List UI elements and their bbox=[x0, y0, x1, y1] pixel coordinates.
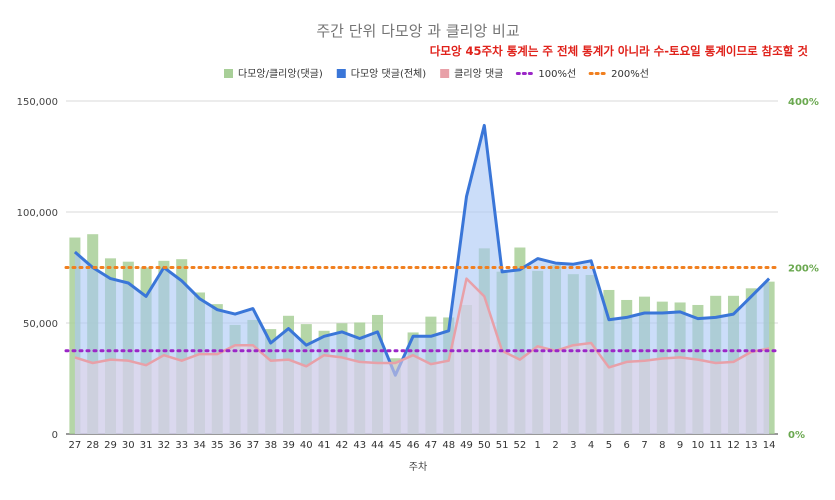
x-tick-label: 12 bbox=[727, 440, 740, 451]
x-tick-label: 35 bbox=[211, 440, 224, 451]
legend-label: 100%선 bbox=[538, 68, 576, 80]
x-tick-label: 45 bbox=[389, 440, 402, 451]
x-tick-label: 14 bbox=[763, 440, 776, 451]
x-tick-label: 41 bbox=[318, 440, 331, 451]
legend-swatch bbox=[336, 69, 346, 78]
x-tick-label: 38 bbox=[264, 440, 277, 451]
legend-label: 클리앙 댓글 bbox=[454, 68, 503, 80]
x-tick-label: 34 bbox=[193, 440, 206, 451]
legend-swatch bbox=[440, 69, 450, 78]
x-tick-label: 44 bbox=[371, 440, 384, 451]
area-series bbox=[73, 123, 771, 435]
x-tick-label: 2 bbox=[552, 440, 558, 451]
legend-swatch bbox=[224, 69, 233, 78]
legend-label: 200%선 bbox=[611, 68, 649, 80]
clien-series-line bbox=[74, 277, 770, 369]
x-tick-label: 13 bbox=[745, 440, 758, 451]
x-tick-label: 52 bbox=[514, 440, 527, 451]
legend-label: 다모앙 댓글(전체) bbox=[351, 68, 426, 80]
x-tick-label: 28 bbox=[86, 440, 99, 451]
y-left-tick-label: 150,000 bbox=[17, 97, 58, 108]
y-left-tick-label: 100,000 bbox=[17, 208, 58, 219]
x-tick-label: 29 bbox=[104, 440, 117, 451]
x-tick-label: 31 bbox=[140, 440, 153, 451]
x-tick-label: 8 bbox=[659, 440, 665, 451]
x-tick-label: 7 bbox=[641, 440, 647, 451]
x-tick-label: 47 bbox=[425, 440, 438, 451]
x-tick-label: 46 bbox=[407, 440, 420, 451]
x-tick-label: 43 bbox=[353, 440, 366, 451]
chart-annotation: 다모앙 45주차 통계는 주 전체 통계가 아니라 수-토요일 통계이므로 참조… bbox=[430, 44, 809, 58]
damoang-series-line bbox=[73, 123, 771, 377]
x-tick-label: 51 bbox=[496, 440, 509, 451]
x-tick-label: 32 bbox=[158, 440, 171, 451]
x-tick-label: 42 bbox=[336, 440, 349, 451]
x-tick-label: 36 bbox=[229, 440, 242, 451]
x-tick-label: 33 bbox=[175, 440, 188, 451]
x-tick-label: 48 bbox=[442, 440, 455, 451]
x-tick-label: 5 bbox=[606, 440, 612, 451]
x-tick-label: 50 bbox=[478, 440, 491, 451]
x-tick-label: 3 bbox=[570, 440, 576, 451]
x-tick-label: 4 bbox=[588, 440, 594, 451]
y-right-tick-label: 400% bbox=[788, 97, 819, 108]
chart-title: 주간 단위 다모앙 과 클리앙 비교 bbox=[316, 22, 519, 40]
x-tick-label: 49 bbox=[460, 440, 473, 451]
x-tick-label: 6 bbox=[624, 440, 630, 451]
x-tick-label: 40 bbox=[300, 440, 313, 451]
clien-area-fill bbox=[74, 278, 770, 434]
legend-label: 다모앙/클리앙(댓글) bbox=[238, 68, 323, 80]
reference-lines bbox=[64, 266, 780, 353]
x-tick-label: 27 bbox=[69, 440, 82, 451]
x-tick-label: 9 bbox=[677, 440, 683, 451]
x-tick-label: 39 bbox=[282, 440, 295, 451]
y-left-tick-label: 50,000 bbox=[23, 319, 58, 330]
x-axis-title: 주차 bbox=[409, 461, 427, 473]
y-left-tick-label: 0 bbox=[52, 430, 58, 441]
y-right-tick-label: 0% bbox=[788, 430, 805, 441]
x-tick-label: 30 bbox=[122, 440, 135, 451]
x-tick-label: 37 bbox=[247, 440, 260, 451]
legend: 다모앙/클리앙(댓글) 다모앙 댓글(전체) 클리앙 댓글 100%선 200%선 bbox=[224, 68, 649, 80]
x-tick-label: 10 bbox=[692, 440, 705, 451]
y-right-tick-label: 200% bbox=[788, 264, 819, 275]
x-tick-label: 11 bbox=[709, 440, 722, 451]
x-tick-label: 1 bbox=[535, 440, 541, 451]
